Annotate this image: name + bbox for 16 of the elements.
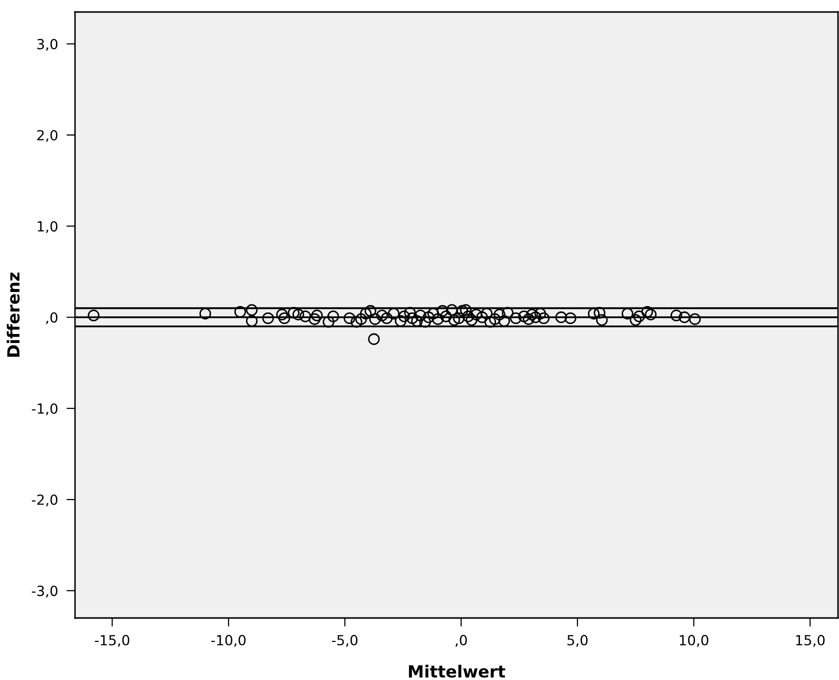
y-axis-title: Differenz	[6, 272, 20, 357]
x-tick-label: 10,0	[680, 634, 708, 647]
y-tick-label: 2,0	[37, 130, 58, 142]
x-tick-label: 5,0	[567, 634, 588, 647]
x-tick-label: ,0	[456, 634, 467, 647]
y-tick-label: -3,0	[32, 586, 58, 598]
x-axis-title: Mittelwert	[408, 664, 506, 678]
y-tick-label: -2,0	[32, 494, 58, 506]
x-tick-label: -15,0	[94, 634, 130, 647]
y-tick-label: 1,0	[38, 221, 58, 234]
x-tick-label: -5,0	[332, 634, 358, 647]
y-tick-label: 3,0	[37, 38, 58, 51]
x-tick-label: -10,0	[211, 634, 246, 647]
x-tick-label: 15,0	[796, 634, 825, 647]
y-tick-label: ,0	[46, 312, 58, 324]
y-tick-label: -1,0	[32, 403, 58, 416]
